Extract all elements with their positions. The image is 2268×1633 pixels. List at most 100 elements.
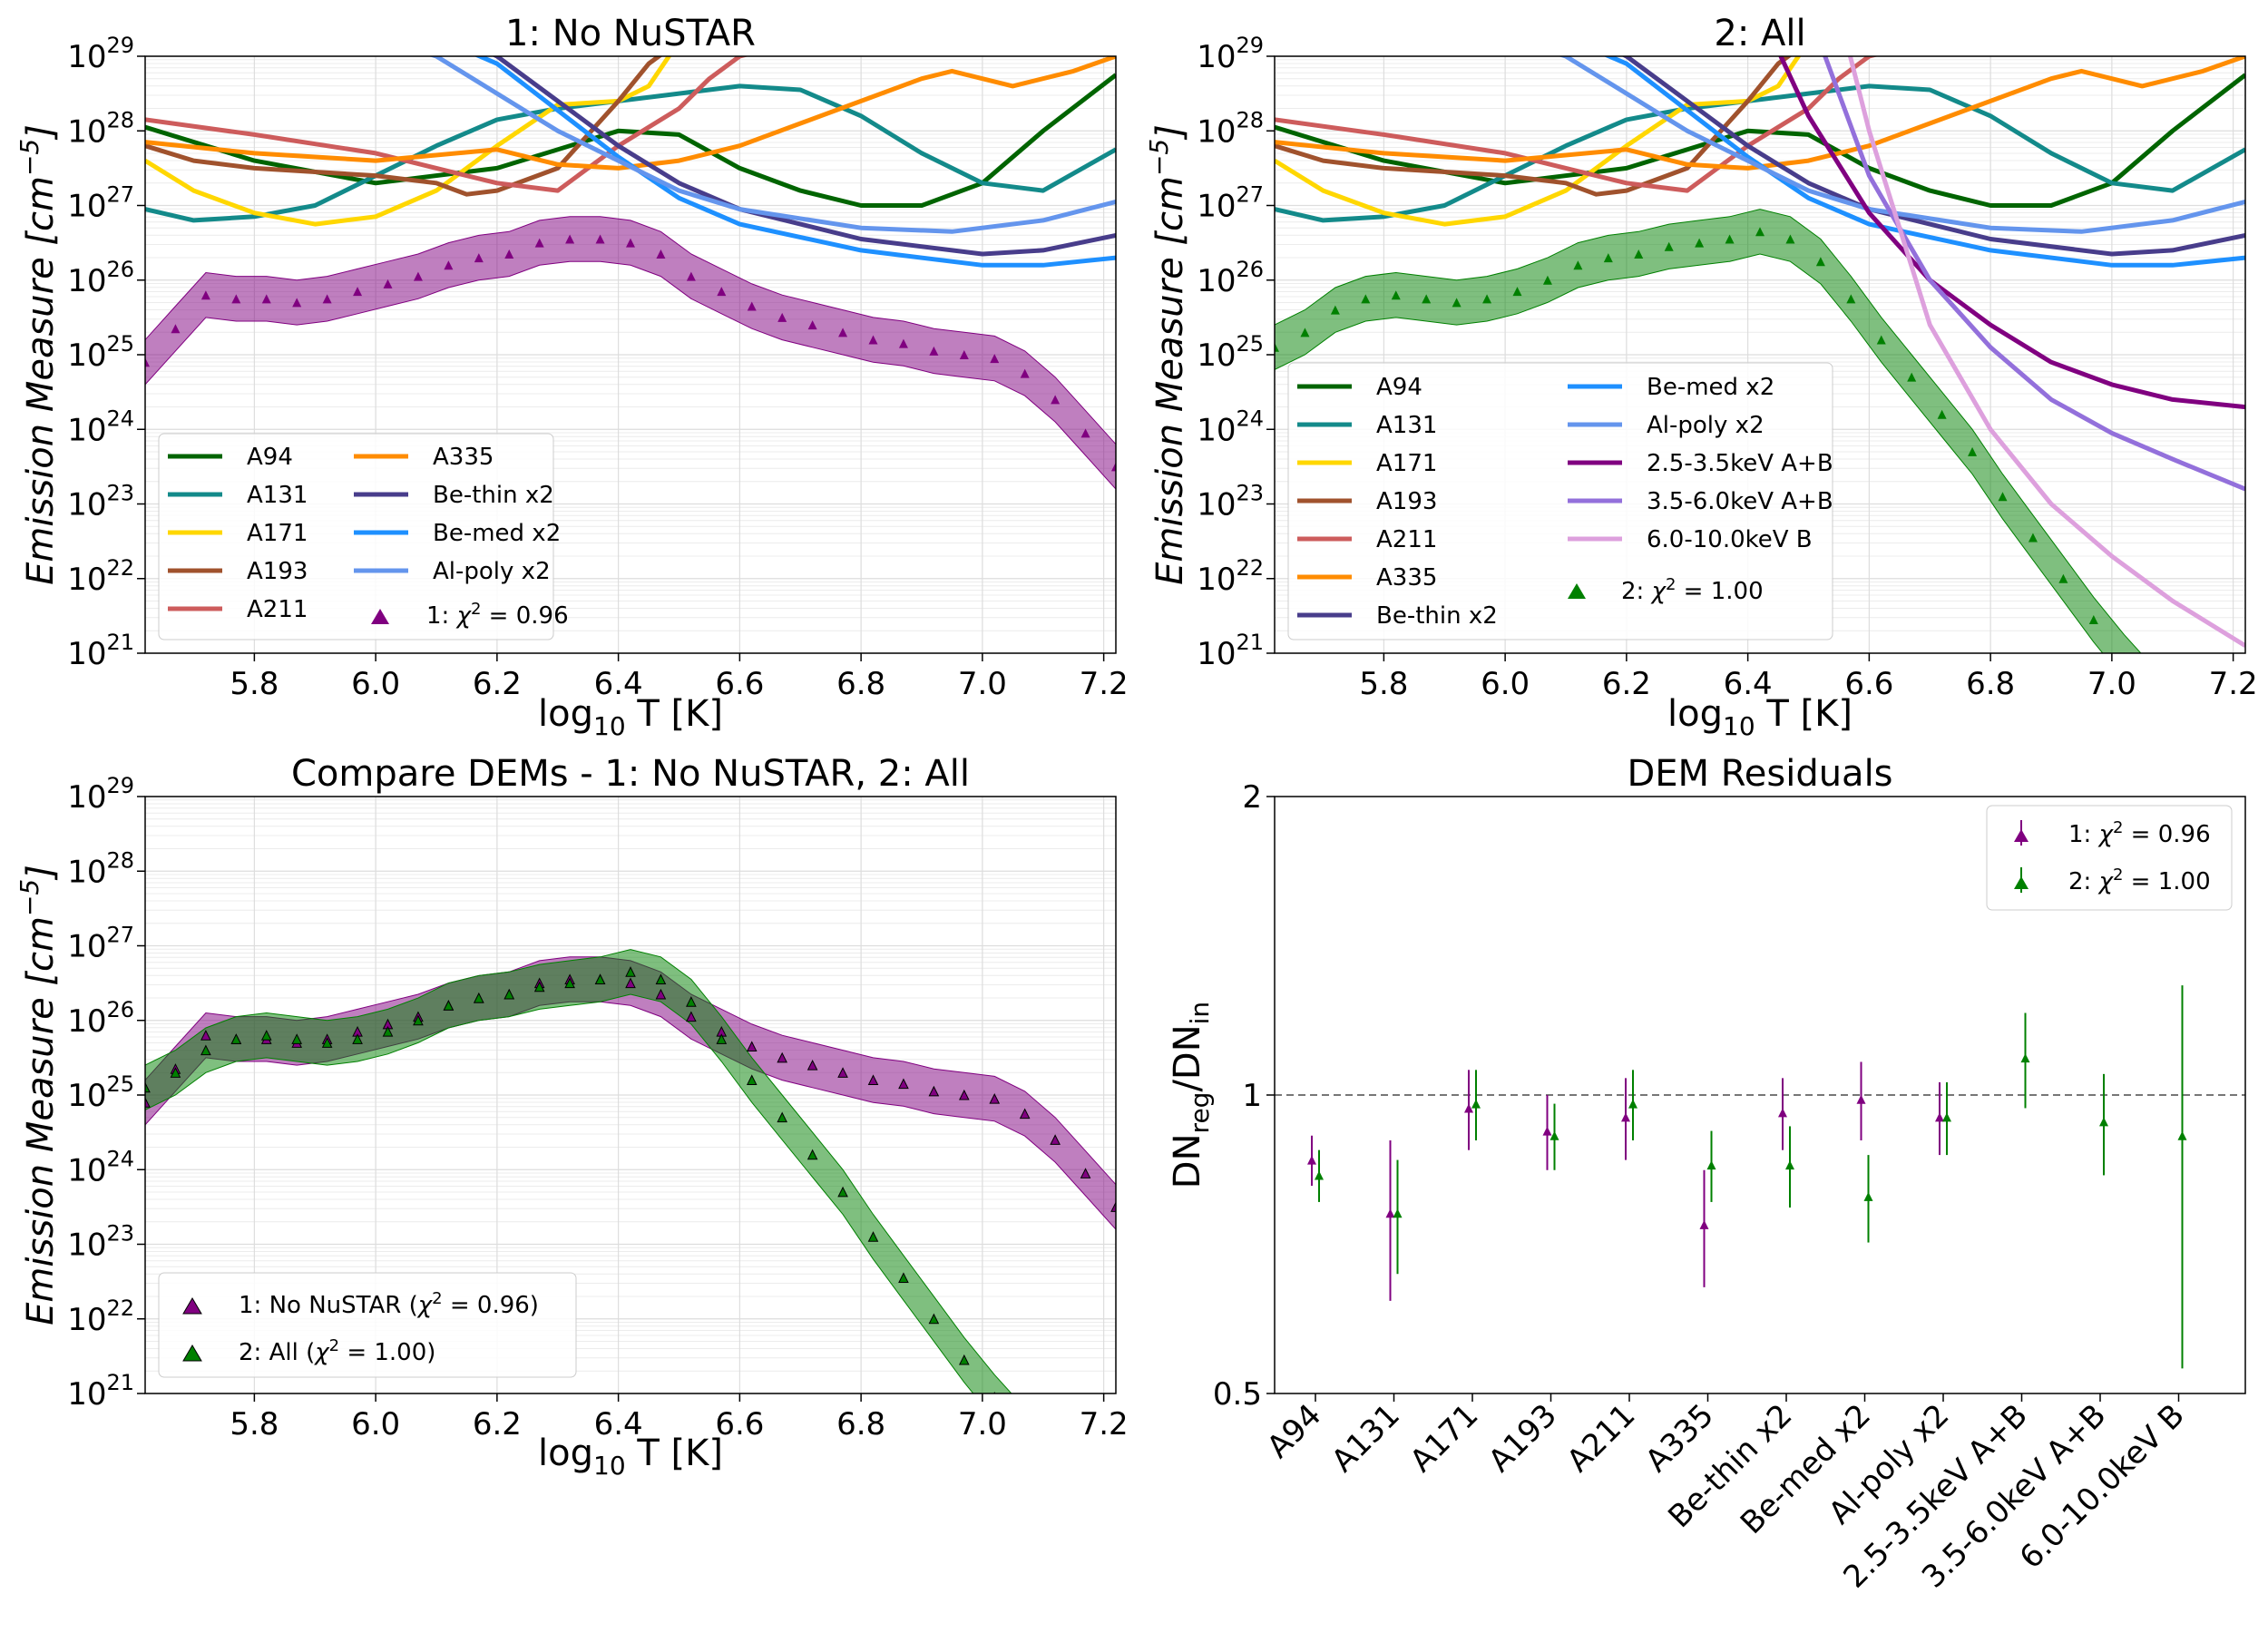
dem-1-point	[777, 312, 787, 322]
em-loci-2-5-3-5kev-a-b	[1778, 56, 2245, 410]
dem-1-point	[504, 249, 514, 259]
panel-4-xtick-label: A193	[1481, 1397, 1564, 1480]
legend-dem-1-marker	[371, 609, 389, 624]
compare-dem-1-point	[928, 1085, 940, 1097]
panel-1-plot	[145, 56, 1116, 490]
dem-2-point	[1482, 294, 1492, 304]
panel-1-xlabel: log10 T [K]	[538, 693, 723, 741]
legend-compare-1: 1: No NuSTAR (χ2 = 0.96)	[182, 1289, 539, 1319]
residual-point-1-a193	[1542, 1126, 1552, 1136]
em-loci-be-med-x2	[1603, 56, 2245, 268]
panel-4-plot	[1275, 985, 2245, 1369]
panel-1-xtick-label: 7.0	[958, 666, 1007, 702]
panel-1-ytick-label: 1021	[67, 630, 134, 672]
dem-1-point	[444, 260, 454, 270]
dem-2-point	[1634, 249, 1644, 259]
em-loci-a211	[145, 56, 749, 193]
residual-point-1-be-med-x2	[1856, 1094, 1866, 1104]
dem-2-point	[1422, 294, 1432, 304]
panel-1: 1: No NuSTAR 5.8 6.0 6.2 6.4 6.6 6.8 7.0 7.2 102…	[15, 13, 1129, 741]
panel-3-xtick-label: 6.2	[473, 1406, 522, 1442]
compare-dem-2-point	[837, 1186, 848, 1198]
em-loci-al-poly-x2	[428, 56, 1116, 234]
compare-dem-2-point	[352, 1033, 363, 1044]
residual-point-2-a193	[1549, 1130, 1559, 1140]
panel-1-ytick-label: 1026	[67, 257, 134, 299]
dem-2-point	[1330, 305, 1340, 315]
panel-1-xtick-label: 5.8	[230, 666, 279, 702]
panel-2-ytick-label: 1021	[1197, 630, 1264, 672]
compare-dem-2-point	[443, 1000, 455, 1011]
legend-compare-1-label: 1: No NuSTAR (χ2 = 0.96)	[239, 1289, 539, 1319]
legend-entry-a171: A171	[1297, 450, 1437, 477]
panel-3-xtick-label: 5.8	[230, 1406, 279, 1442]
panel-2-ytick-label: 1026	[1197, 257, 1264, 299]
dem-1-point	[353, 287, 363, 297]
panel-3-ytick-label: 1026	[67, 997, 134, 1040]
compare-dem-2-point	[625, 966, 636, 977]
panel-3-ytick-label: 1021	[67, 1370, 134, 1413]
compare-dem-1-point	[1019, 1108, 1031, 1120]
dem-1-point	[868, 335, 878, 345]
legend-entry-a193: A193	[1297, 488, 1437, 515]
legend-compare-1-marker	[182, 1297, 202, 1315]
dem-1-point	[261, 294, 271, 304]
dem-1-point	[200, 290, 210, 300]
em-loci-be-med-x2	[474, 56, 1116, 268]
dem-1-point	[807, 320, 817, 330]
panel-1-xtick-label: 6.8	[836, 666, 885, 702]
panel-2-ytick-label: 1025	[1197, 331, 1264, 374]
panel-3-xtick-label: 6.0	[351, 1406, 400, 1442]
legend-entry-a211: A211	[1297, 526, 1437, 553]
panel-4-ylabel: DNreg/DNin	[1167, 1002, 1215, 1188]
panel-3-title: Compare DEMs - 1: No NuSTAR, 2: All	[291, 753, 970, 795]
dem-2-point	[1603, 253, 1613, 263]
panel-2-ytick-label: 1029	[1197, 33, 1264, 75]
dem-2-point	[2150, 686, 2159, 695]
compare-dem-2-point	[170, 1067, 181, 1078]
dem-1-point	[413, 271, 423, 281]
compare-dem-1-point	[1110, 1201, 1116, 1212]
legend-entry-a193: A193	[168, 558, 308, 585]
panel-1-xtick-label: 6.6	[715, 666, 764, 702]
panel-1-ticks: 5.8 6.0 6.2 6.4 6.6 6.8 7.0 7.2 1021 1022 1023 1024…	[67, 33, 1128, 702]
compare-dem-2-point	[867, 1231, 879, 1242]
legend-entry-a131: A131	[1297, 412, 1437, 439]
legend-entry-2-5-3-5kev-a-b: 2.5-3.5keV A+B	[1568, 450, 1833, 477]
compare-dem-2-point	[503, 988, 515, 1000]
panel-3-xtick-label: 7.2	[1080, 1406, 1129, 1442]
panel-2-xtick-label: 5.8	[1359, 666, 1408, 702]
legend-resid-1-marker	[2014, 829, 2028, 842]
panel-1-ytick-label: 1024	[67, 406, 134, 448]
panel-2-legend: A94 A131 A171 A193 A211 A335 Be-thin x2 Be-med …	[1287, 362, 1833, 640]
dem-2-point	[1846, 294, 1856, 304]
legend-label-a211: A211	[1376, 526, 1437, 553]
compare-dem-2-point	[655, 973, 667, 985]
dem-2-point	[1876, 335, 1886, 345]
dem-1-point	[898, 338, 908, 348]
legend-compare-2-marker	[182, 1345, 202, 1362]
panel-2-xtick-label: 6.0	[1481, 666, 1530, 702]
residual-point-2-a131	[1393, 1208, 1403, 1218]
panel-4-ytick-label: 1	[1242, 1078, 1262, 1114]
panel-4-xtick-label: A94	[1260, 1397, 1328, 1465]
panel-2-xtick-label: 7.2	[2209, 666, 2258, 702]
dem-1-point	[322, 294, 332, 304]
panel-1-ylabel: Emission Measure [cm−5]	[15, 124, 62, 585]
em-loci-a171	[145, 56, 672, 227]
compare-dem-2-point	[777, 1111, 787, 1123]
em-loci-a335	[145, 56, 1116, 171]
legend-label-a193: A193	[247, 558, 308, 585]
panel-3-ytick-label: 1029	[67, 773, 134, 816]
dem-2-point	[2058, 573, 2068, 583]
panel-3-ytick-label: 1022	[67, 1296, 134, 1338]
panel-2-xtick-label: 6.2	[1602, 666, 1651, 702]
panel-1-xtick-label: 6.4	[594, 666, 643, 702]
legend-resid-1-label: 1: χ2 = 0.96	[2068, 818, 2211, 848]
residual-point-1-a94	[1307, 1155, 1316, 1165]
residual-point-2-be-thin-x2	[1785, 1160, 1794, 1170]
legend-label-be-thin-x2: Be-thin x2	[1376, 602, 1498, 630]
legend-label-a94: A94	[247, 444, 293, 471]
compare-dem-1-point	[655, 988, 667, 1000]
residual-point-2-a171	[1471, 1099, 1481, 1109]
